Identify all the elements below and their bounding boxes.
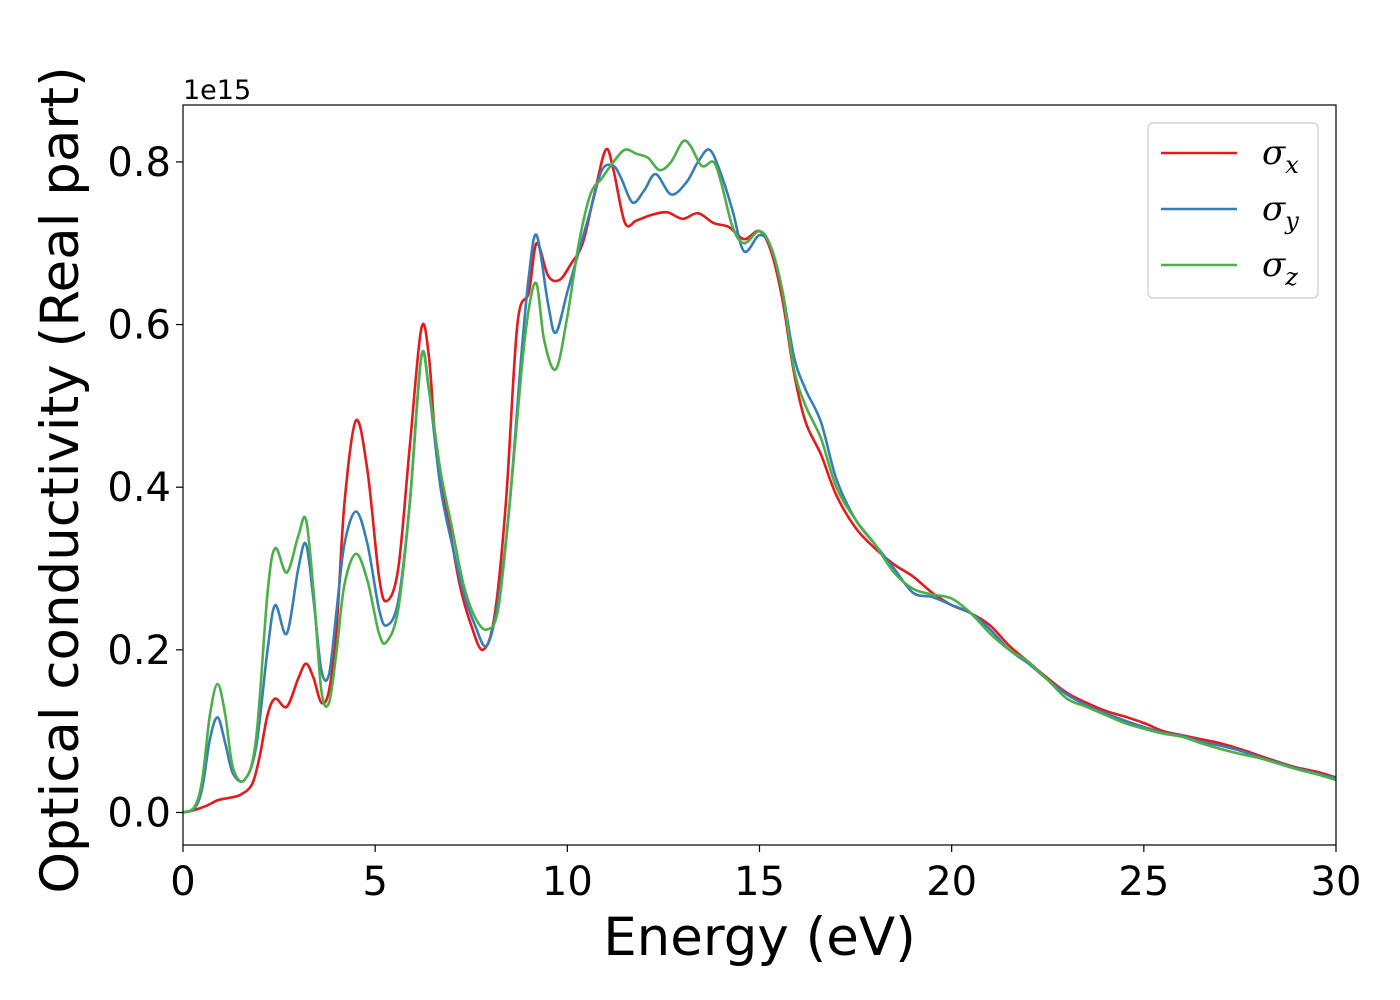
axis-ticks: 0 5 10 15 20 25 30 0.0 0.2 0.4 0.6 0.8: [107, 140, 1361, 905]
x-tick-label: 5: [362, 859, 387, 905]
y-tick-label: 0.2: [107, 628, 171, 674]
x-tick-label: 0: [170, 859, 195, 905]
x-tick-label: 15: [734, 859, 785, 905]
legend-label-z: σz: [1262, 245, 1298, 291]
series-line-z: [183, 139, 1336, 814]
legend-box: [1147, 122, 1319, 299]
x-tick-label: 30: [1311, 859, 1362, 905]
x-tick-label: 20: [926, 859, 977, 905]
y-tick-label: 0.0: [107, 790, 171, 836]
y-axis-label: Optical conductivity (Real part): [30, 66, 91, 893]
series-lines: [183, 139, 1336, 814]
x-tick-label: 25: [1118, 859, 1169, 905]
legend: σx σy σz: [1147, 122, 1319, 299]
legend-label-y: σy: [1262, 189, 1299, 235]
y-tick-label: 0.8: [107, 140, 171, 186]
y-tick-label: 0.4: [107, 465, 171, 511]
y-tick-label: 0.6: [107, 303, 171, 349]
x-axis-label: Energy (eV): [603, 907, 916, 968]
y-offset-label: 1e15: [183, 75, 251, 106]
legend-label-x: σx: [1262, 133, 1299, 179]
x-tick-label: 10: [542, 859, 593, 905]
